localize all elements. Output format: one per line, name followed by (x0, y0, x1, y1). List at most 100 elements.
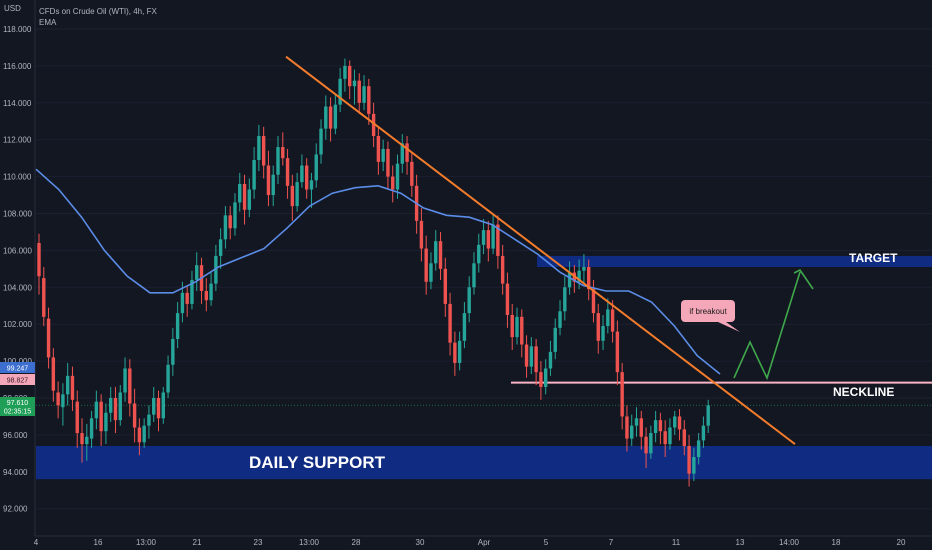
candle-body (257, 136, 261, 160)
candle-body (295, 182, 299, 207)
time-tick-label: 28 (352, 538, 361, 547)
candle-body (209, 283, 213, 301)
candle-body (534, 346, 538, 373)
candle-body (582, 267, 586, 271)
candle-body (376, 136, 381, 162)
last-price-text: 97.610 (7, 400, 29, 407)
candle-body (348, 65, 352, 87)
time-tick-label: 4 (34, 538, 39, 547)
candle-body (448, 303, 452, 343)
candle-body (567, 272, 572, 288)
target-zone (537, 255, 932, 268)
candle-body (247, 189, 252, 210)
candle-body (132, 403, 137, 428)
price-tick-label: 100.000 (3, 357, 32, 366)
candle-body (156, 398, 161, 419)
candle-body (300, 165, 304, 183)
if-breakout-callout[interactable]: if breakout (681, 300, 740, 332)
if-breakout-text: if breakout (689, 307, 727, 316)
candle-body (37, 243, 41, 277)
candle-body (462, 313, 467, 341)
time-tick-label: 20 (897, 538, 906, 547)
price-tick-label: 106.000 (3, 246, 32, 255)
candle-body (386, 148, 390, 177)
candle-body (553, 327, 557, 352)
candle-body (304, 165, 309, 190)
candle-body (118, 392, 122, 421)
candle-body (285, 158, 290, 186)
candle-body (658, 420, 663, 432)
symbol-title[interactable]: CFDs on Crude Oil (WTI), 4h, FX (39, 7, 157, 16)
time-tick-label: Apr (478, 538, 491, 547)
overlays (733, 268, 814, 381)
candle-body (161, 392, 165, 419)
price-tick-label: 118.000 (3, 25, 32, 34)
candle-body (204, 290, 208, 301)
candle-body (395, 163, 400, 190)
projection-arrow (733, 271, 801, 381)
price-tick-label: 104.000 (3, 283, 32, 292)
candle-body (319, 128, 323, 155)
candle-body (706, 405, 710, 426)
candle-body (75, 401, 79, 434)
time-tick-label: 14:00 (779, 538, 800, 547)
price-tick-label: 94.000 (3, 468, 28, 477)
candle-body (453, 342, 457, 363)
candle-body (352, 80, 357, 87)
candle-body (649, 433, 653, 454)
time-tick-label: 23 (254, 538, 263, 547)
candle-body (271, 174, 275, 196)
candle-body (94, 401, 99, 419)
candle-body (682, 429, 686, 446)
candle-body (481, 230, 486, 245)
candle-body (123, 368, 127, 393)
neckline-label: NECKLINE (833, 385, 894, 399)
candle-body (65, 375, 70, 395)
price-tick-label: 112.000 (3, 136, 32, 145)
neckline-price-tag (0, 374, 35, 385)
candle-body (620, 372, 624, 417)
last-price-tag (0, 397, 35, 416)
candle-body (89, 418, 94, 439)
candle-body (218, 239, 223, 256)
candle-body (677, 416, 682, 430)
candle-body (281, 147, 285, 159)
candle-body (252, 159, 256, 190)
candle-body (457, 340, 462, 363)
candle-body (51, 357, 56, 391)
candle-body (472, 263, 476, 288)
candle-body (233, 202, 237, 229)
candle-body (142, 425, 146, 443)
ema-price-tag-text: 99.247 (7, 366, 29, 373)
candle-body (434, 241, 438, 264)
candle-body (381, 148, 385, 162)
candle-body (577, 270, 581, 282)
candle-body (520, 316, 524, 345)
candle-body (391, 176, 395, 190)
time-tick-label: 13:00 (136, 538, 157, 547)
indicator-label[interactable]: EMA (39, 18, 57, 27)
candle-body (56, 392, 60, 406)
currency-label: USD (4, 4, 21, 13)
candle-body (615, 331, 620, 373)
candle-body (185, 292, 189, 304)
candle-body (548, 351, 553, 369)
candle-body (668, 427, 672, 445)
time-axis[interactable] (0, 536, 932, 550)
price-axis[interactable] (0, 0, 35, 536)
candle-body (505, 283, 510, 315)
candle-body (496, 224, 500, 256)
candle-body (242, 183, 247, 210)
time-tick-label: 13:00 (299, 538, 320, 547)
price-tick-label: 114.000 (3, 99, 32, 108)
candle-body (515, 316, 519, 338)
price-tick-label: 102.000 (3, 320, 32, 329)
price-tick-label: 92.000 (3, 505, 28, 514)
candle-body (563, 287, 567, 312)
candle-body (692, 457, 696, 474)
time-tick-label: 18 (832, 538, 841, 547)
candle-body (486, 230, 491, 249)
descending-trendline (285, 55, 796, 445)
daily-support-zone (36, 445, 932, 480)
